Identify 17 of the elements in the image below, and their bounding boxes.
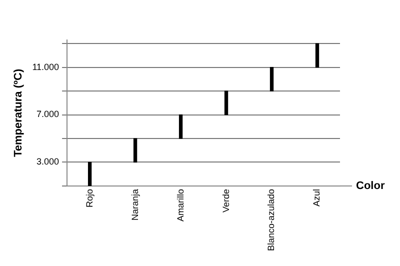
bar (315, 43, 320, 68)
x-tick-label: Blanco-azulado (266, 188, 276, 252)
y-tick-label: 3.000 (36, 156, 60, 167)
x-tick-label: Naranja (130, 188, 140, 220)
bar (270, 66, 274, 92)
x-tick-label: Amarillo (175, 188, 186, 222)
y-axis-title: Temperatura (ºC) (12, 68, 25, 158)
bar (88, 162, 92, 186)
y-tick-label: 7.000 (36, 109, 60, 120)
bar (178, 114, 183, 139)
x-tick-label: Rojo (84, 188, 94, 208)
bar (133, 138, 138, 163)
x-tick-label: Azul (312, 188, 322, 206)
y-tick-label: 11.000 (32, 62, 60, 72)
x-tick-label: Verde (220, 188, 231, 212)
bar (224, 90, 228, 116)
x-axis-title: Color (356, 180, 386, 192)
